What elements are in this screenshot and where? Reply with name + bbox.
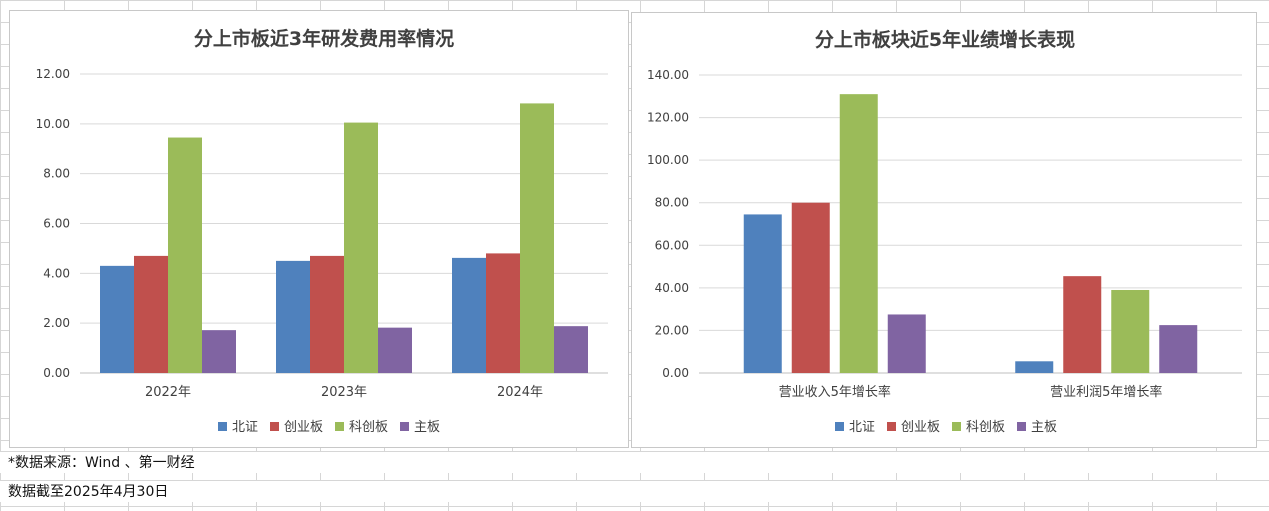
bar-主板-2024年[interactable]: [554, 326, 588, 373]
y-tick-label: 0.00: [662, 366, 689, 380]
chart-title: 分上市板近3年研发费用率情况: [194, 27, 454, 50]
x-category-label: 营业收入5年增长率: [779, 384, 891, 400]
y-tick-label: 80.00: [655, 196, 689, 210]
chart-rd-expense-rate[interactable]: 分上市板近3年研发费用率情况 0.00 2.00 4.00 6.00 8.00 10.00 1…: [9, 10, 629, 448]
legend-label: 创业板: [901, 420, 940, 435]
y-tick-label: 2.00: [43, 316, 70, 330]
bar-北证-2024年[interactable]: [452, 257, 486, 373]
legend-swatch-创业板: [270, 422, 279, 431]
chart-growth-performance-svg: 分上市板块近5年业绩增长表现 0.00 20.00 40.00 60.00 80.00 10…: [647, 28, 1242, 435]
bar-创业板-2023年[interactable]: [310, 255, 344, 373]
y-tick-label: 120.00: [647, 111, 689, 125]
legend-swatch-主板: [1017, 422, 1026, 431]
bar-北证-营业收入5年增长率[interactable]: [743, 214, 782, 373]
y-tick-label: 40.00: [655, 281, 689, 295]
y-tick-label: 4.00: [43, 266, 70, 280]
legend-label: 北证: [232, 420, 258, 435]
y-tick-label: 60.00: [655, 238, 689, 252]
legend-swatch-北证: [218, 422, 227, 431]
y-tick-label: 20.00: [655, 323, 689, 337]
y-tick-label: 140.00: [647, 68, 689, 82]
source-note: *数据来源：Wind 、第一财经: [0, 451, 1269, 473]
legend-swatch-主板: [400, 422, 409, 431]
y-tick-label: 100.00: [647, 153, 689, 167]
date-note: 数据截至2025年4月30日: [0, 480, 1269, 502]
bar-北证-营业利润5年增长率[interactable]: [1015, 361, 1054, 373]
bar-北证-2023年[interactable]: [276, 260, 310, 373]
bar-科创板-2022年[interactable]: [168, 137, 202, 373]
legend-swatch-北证: [835, 422, 844, 431]
y-tick-label: 10.00: [36, 117, 70, 131]
legend-label: 主板: [1031, 420, 1057, 435]
bar-主板-营业收入5年增长率[interactable]: [887, 314, 926, 373]
legend-label: 科创板: [349, 420, 388, 435]
x-category-label: 营业利润5年增长率: [1050, 384, 1162, 400]
bar-创业板-营业利润5年增长率[interactable]: [1063, 276, 1102, 373]
chart-growth-performance[interactable]: 分上市板块近5年业绩增长表现 0.00 20.00 40.00 60.00 80.00 10…: [631, 12, 1257, 448]
bar-主板-2022年[interactable]: [202, 330, 236, 373]
bar-科创板-2023年[interactable]: [344, 122, 378, 374]
bar-北证-2022年[interactable]: [100, 265, 134, 373]
legend-label: 创业板: [284, 420, 323, 435]
legend-swatch-科创板: [335, 422, 344, 431]
x-category-label: 2022年: [145, 385, 191, 400]
bar-主板-营业利润5年增长率[interactable]: [1159, 325, 1198, 373]
bar-创业板-2022年[interactable]: [134, 255, 168, 373]
bar-科创板-营业收入5年增长率[interactable]: [839, 94, 878, 374]
chart-title: 分上市板块近5年业绩增长表现: [815, 28, 1075, 51]
legend-label: 科创板: [966, 420, 1005, 435]
x-category-label: 2024年: [497, 385, 543, 400]
bar-科创板-2024年[interactable]: [520, 103, 554, 373]
legend-label: 北证: [849, 420, 875, 435]
bar-主板-2023年[interactable]: [378, 327, 412, 373]
y-tick-label: 0.00: [43, 366, 70, 380]
legend-swatch-创业板: [887, 422, 896, 431]
x-category-label: 2023年: [321, 385, 367, 400]
bar-创业板-2024年[interactable]: [486, 253, 520, 373]
bar-创业板-营业收入5年增长率[interactable]: [791, 202, 830, 373]
chart-rd-expense-rate-svg: 分上市板近3年研发费用率情况 0.00 2.00 4.00 6.00 8.00 10.00 1…: [36, 27, 608, 435]
legend-label: 主板: [414, 420, 440, 435]
y-tick-label: 8.00: [43, 167, 70, 181]
bar-科创板-营业利润5年增长率[interactable]: [1111, 289, 1150, 373]
y-tick-label: 12.00: [36, 67, 70, 81]
y-tick-label: 6.00: [43, 217, 70, 231]
legend-swatch-科创板: [952, 422, 961, 431]
